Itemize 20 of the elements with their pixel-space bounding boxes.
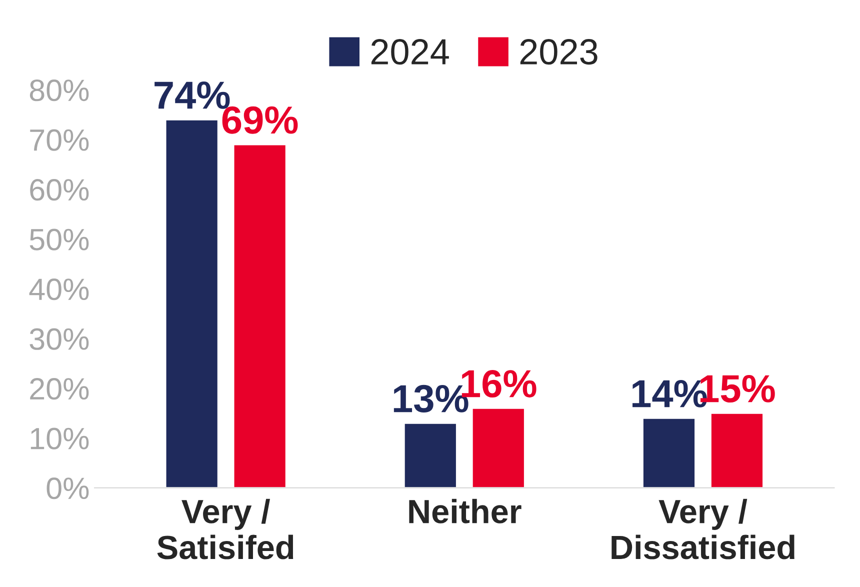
y-tick-label: 30% bbox=[30, 328, 89, 350]
y-tick-label: 0% bbox=[46, 478, 89, 500]
y-tick-label: 50% bbox=[30, 228, 89, 250]
y-tick-label: 10% bbox=[30, 428, 89, 450]
bar bbox=[403, 422, 458, 488]
bar bbox=[164, 118, 219, 488]
y-tick-label: 70% bbox=[30, 129, 89, 151]
bar bbox=[471, 408, 526, 488]
y-tick-label: 60% bbox=[30, 179, 89, 201]
bar bbox=[232, 144, 287, 488]
bar bbox=[710, 412, 764, 488]
legend-label: 2023 bbox=[520, 39, 598, 65]
y-tick-label: 20% bbox=[30, 378, 89, 400]
y-tick-label: 40% bbox=[29, 278, 89, 300]
x-tick-label: Neither bbox=[409, 498, 522, 524]
y-tick-label: 80% bbox=[30, 80, 89, 102]
x-tick-label: Very / Satisifed bbox=[157, 498, 294, 560]
bar bbox=[642, 417, 696, 488]
x-tick-label: Very / Dissatisfied bbox=[612, 498, 794, 560]
legend-label: 2024 bbox=[371, 39, 449, 65]
